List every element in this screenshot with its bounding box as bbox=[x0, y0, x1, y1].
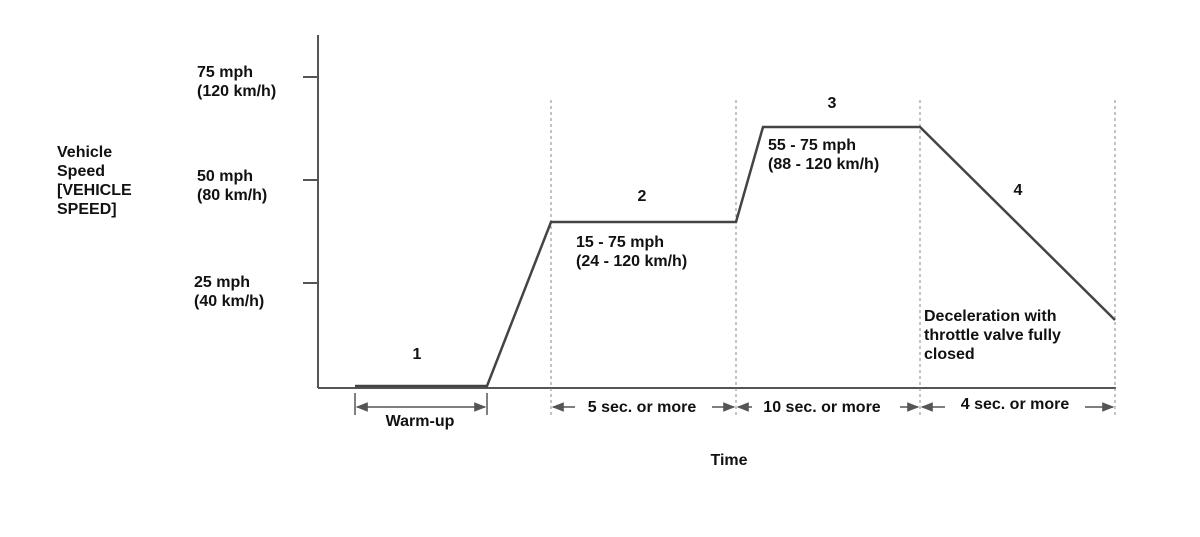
phase-note: throttle valve fully bbox=[924, 327, 1061, 344]
y-axis-label: Speed bbox=[57, 163, 105, 180]
y-tick-label: 50 mph bbox=[197, 168, 253, 185]
phase-number: 3 bbox=[828, 95, 837, 112]
y-axis-label: [VEHICLE bbox=[57, 182, 132, 199]
duration-label: 5 sec. or more bbox=[588, 399, 697, 416]
y-axis-label: SPEED] bbox=[57, 201, 117, 218]
phase-note: Deceleration with bbox=[924, 308, 1056, 325]
duration-label: Warm-up bbox=[386, 413, 455, 430]
speed-range: 15 - 75 mph bbox=[576, 234, 664, 251]
x-axis-label: Time bbox=[710, 452, 747, 469]
phase-dividers bbox=[354, 100, 1116, 415]
speed-range: (88 - 120 km/h) bbox=[768, 156, 879, 173]
axes bbox=[303, 35, 1116, 389]
phase-number: 2 bbox=[638, 188, 647, 205]
y-tick-label: 75 mph bbox=[197, 64, 253, 81]
phase-note: closed bbox=[924, 346, 975, 363]
duration-label: 4 sec. or more bbox=[961, 396, 1070, 413]
y-tick-label: (40 km/h) bbox=[194, 293, 264, 310]
y-axis-label: Vehicle bbox=[57, 144, 112, 161]
duration-label: 10 sec. or more bbox=[763, 399, 881, 416]
phase-number: 4 bbox=[1014, 182, 1023, 199]
speed-profile bbox=[355, 125, 1116, 388]
y-tick-label: 25 mph bbox=[194, 274, 250, 291]
y-tick-label: (80 km/h) bbox=[197, 187, 267, 204]
speed-range: 55 - 75 mph bbox=[768, 137, 856, 154]
speed-range: (24 - 120 km/h) bbox=[576, 253, 687, 270]
y-tick-label: (120 km/h) bbox=[197, 83, 276, 100]
phase-number: 1 bbox=[413, 346, 422, 363]
